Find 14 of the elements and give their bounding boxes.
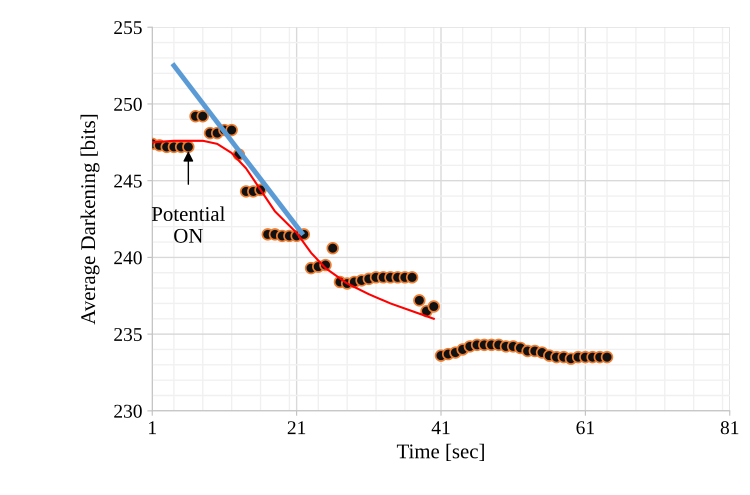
x-tick-label: 41 <box>432 421 450 434</box>
x-tick-label: 21 <box>288 421 306 434</box>
y-tick-label: 235 <box>114 328 142 342</box>
y-axis-title: Average Darkening [bits] <box>80 114 100 325</box>
x-tick-label: 1 <box>149 421 156 434</box>
x-tick-label: 61 <box>576 421 594 434</box>
x-tick-label: 81 <box>720 421 738 434</box>
y-tick-label: 250 <box>114 98 142 111</box>
y-tick-label: 240 <box>114 251 142 264</box>
y-tick-label: 255 <box>114 21 142 34</box>
y-tick-label: 230 <box>114 404 142 418</box>
annotation: Potential ON <box>152 206 225 243</box>
x-axis-title: Time [sec] <box>396 444 484 462</box>
y-tick-label: 245 <box>114 174 142 188</box>
